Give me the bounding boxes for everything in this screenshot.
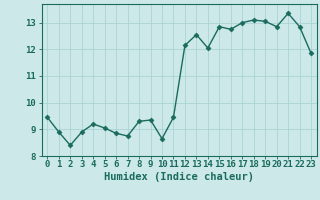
X-axis label: Humidex (Indice chaleur): Humidex (Indice chaleur)	[104, 172, 254, 182]
